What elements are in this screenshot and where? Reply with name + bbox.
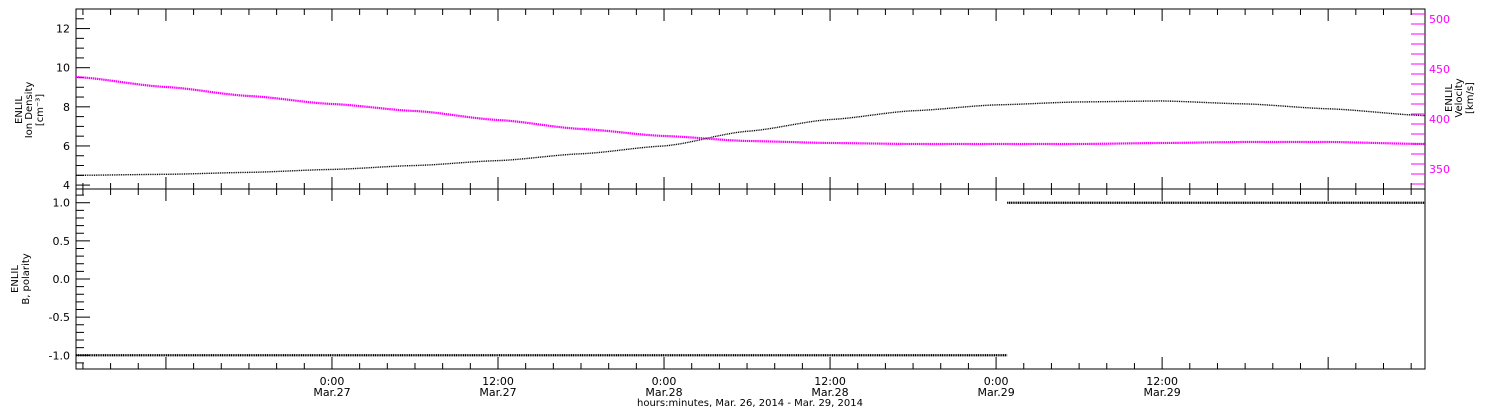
top-left-title-line3: [cm⁻³] (35, 94, 46, 126)
x-tick-label-date: Mar.27 (313, 386, 350, 399)
top-left-axis-ticks: 4 6 8 10 12 (56, 8, 90, 192)
top-left-title-line2: Ion Density (24, 82, 35, 139)
bottom-left-title-line2: B, polarity (21, 253, 32, 304)
top-left-tick-label: 8 (63, 101, 70, 114)
x-tick-label-time: 0:00 (320, 375, 345, 388)
top-right-title-line3: [km/s] (1465, 82, 1476, 114)
top-right-tick-label: 450 (1429, 63, 1450, 76)
x-axis-ticks: 0:00Mar.2712:00Mar.270:00Mar.2812:00Mar.… (82, 9, 1412, 399)
top-left-title-line1: ENLIL (14, 96, 25, 124)
x-tick-label-time: 0:00 (984, 375, 1009, 388)
top-left-tick-label: 4 (63, 179, 70, 192)
bottom-left-tick-label: -1.0 (49, 349, 70, 362)
bottom-left-tick-label: 0.0 (53, 273, 71, 286)
bottom-left-tick-label: -0.5 (49, 311, 70, 324)
bottom-left-tick-label: 0.5 (53, 235, 71, 248)
bottom-left-axis-ticks: -1.0 -0.5 0.0 0.5 1.0 (49, 194, 90, 364)
top-right-tick-label: 400 (1429, 113, 1450, 126)
top-right-axis-ticks: 350 400 450 500 (1411, 13, 1450, 185)
x-axis-title: hours:minutes, Mar. 26, 2014 - Mar. 29, … (637, 398, 863, 409)
top-panel-frame (75, 8, 1426, 190)
series-layer (75, 75, 1426, 357)
x-tick-label-time: 12:00 (814, 375, 846, 388)
bottom-left-tick-label: 1.0 (53, 197, 71, 210)
x-tick-label-date: Mar.27 (479, 386, 516, 399)
x-tick-label-date: Mar.29 (1143, 386, 1180, 399)
x-tick-label-date: Mar.28 (645, 386, 682, 399)
x-tick-label-time: 12:00 (1146, 375, 1178, 388)
density-series-line (75, 100, 1426, 176)
bottom-left-title-line1: ENLIL (10, 265, 21, 293)
top-right-title-line1: ENLIL (1444, 84, 1455, 112)
x-tick-label-date: Mar.29 (977, 386, 1014, 399)
top-right-title-line2: Velocity (1454, 78, 1465, 117)
top-right-tick-label: 350 (1429, 163, 1450, 176)
x-tick-label-time: 0:00 (652, 375, 677, 388)
x-tick-label-time: 12:00 (482, 375, 514, 388)
top-left-tick-label: 10 (56, 62, 70, 75)
top-left-tick-label: 12 (56, 23, 70, 36)
x-tick-label-date: Mar.28 (811, 386, 848, 399)
top-left-tick-label: 6 (63, 140, 70, 153)
velocity-series-line (75, 75, 1426, 146)
bottom-panel-frame (75, 188, 1426, 370)
top-right-tick-label: 500 (1429, 13, 1450, 26)
